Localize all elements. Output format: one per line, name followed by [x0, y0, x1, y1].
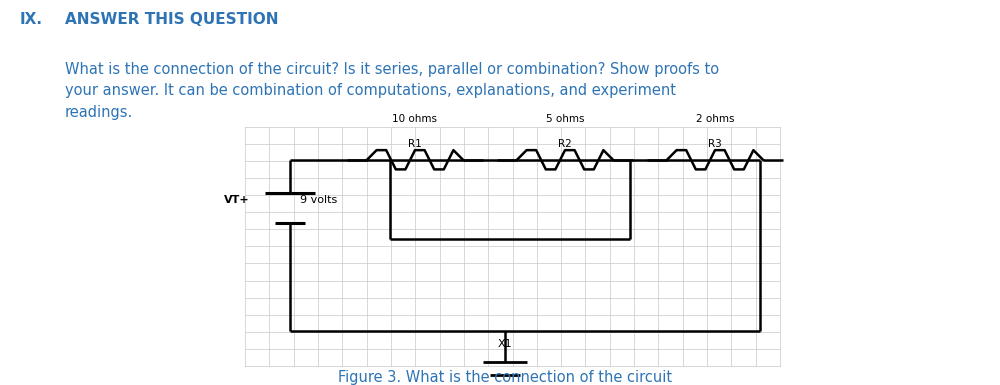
Text: R2: R2 — [558, 139, 572, 149]
Text: ANSWER THIS QUESTION: ANSWER THIS QUESTION — [65, 12, 278, 27]
Text: 5 ohms: 5 ohms — [546, 114, 584, 124]
Text: 10 ohms: 10 ohms — [392, 114, 438, 124]
Text: R1: R1 — [408, 139, 422, 149]
Text: 9 volts: 9 volts — [300, 195, 337, 205]
Text: What is the connection of the circuit? Is it series, parallel or combination? Sh: What is the connection of the circuit? I… — [65, 62, 719, 120]
Text: X1: X1 — [498, 339, 512, 349]
Text: Figure 3. What is the connection of the circuit: Figure 3. What is the connection of the … — [338, 370, 672, 385]
Text: IX.: IX. — [20, 12, 43, 27]
Text: R3: R3 — [708, 139, 722, 149]
Text: 2 ohms: 2 ohms — [696, 114, 734, 124]
Text: VT+: VT+ — [224, 195, 250, 205]
